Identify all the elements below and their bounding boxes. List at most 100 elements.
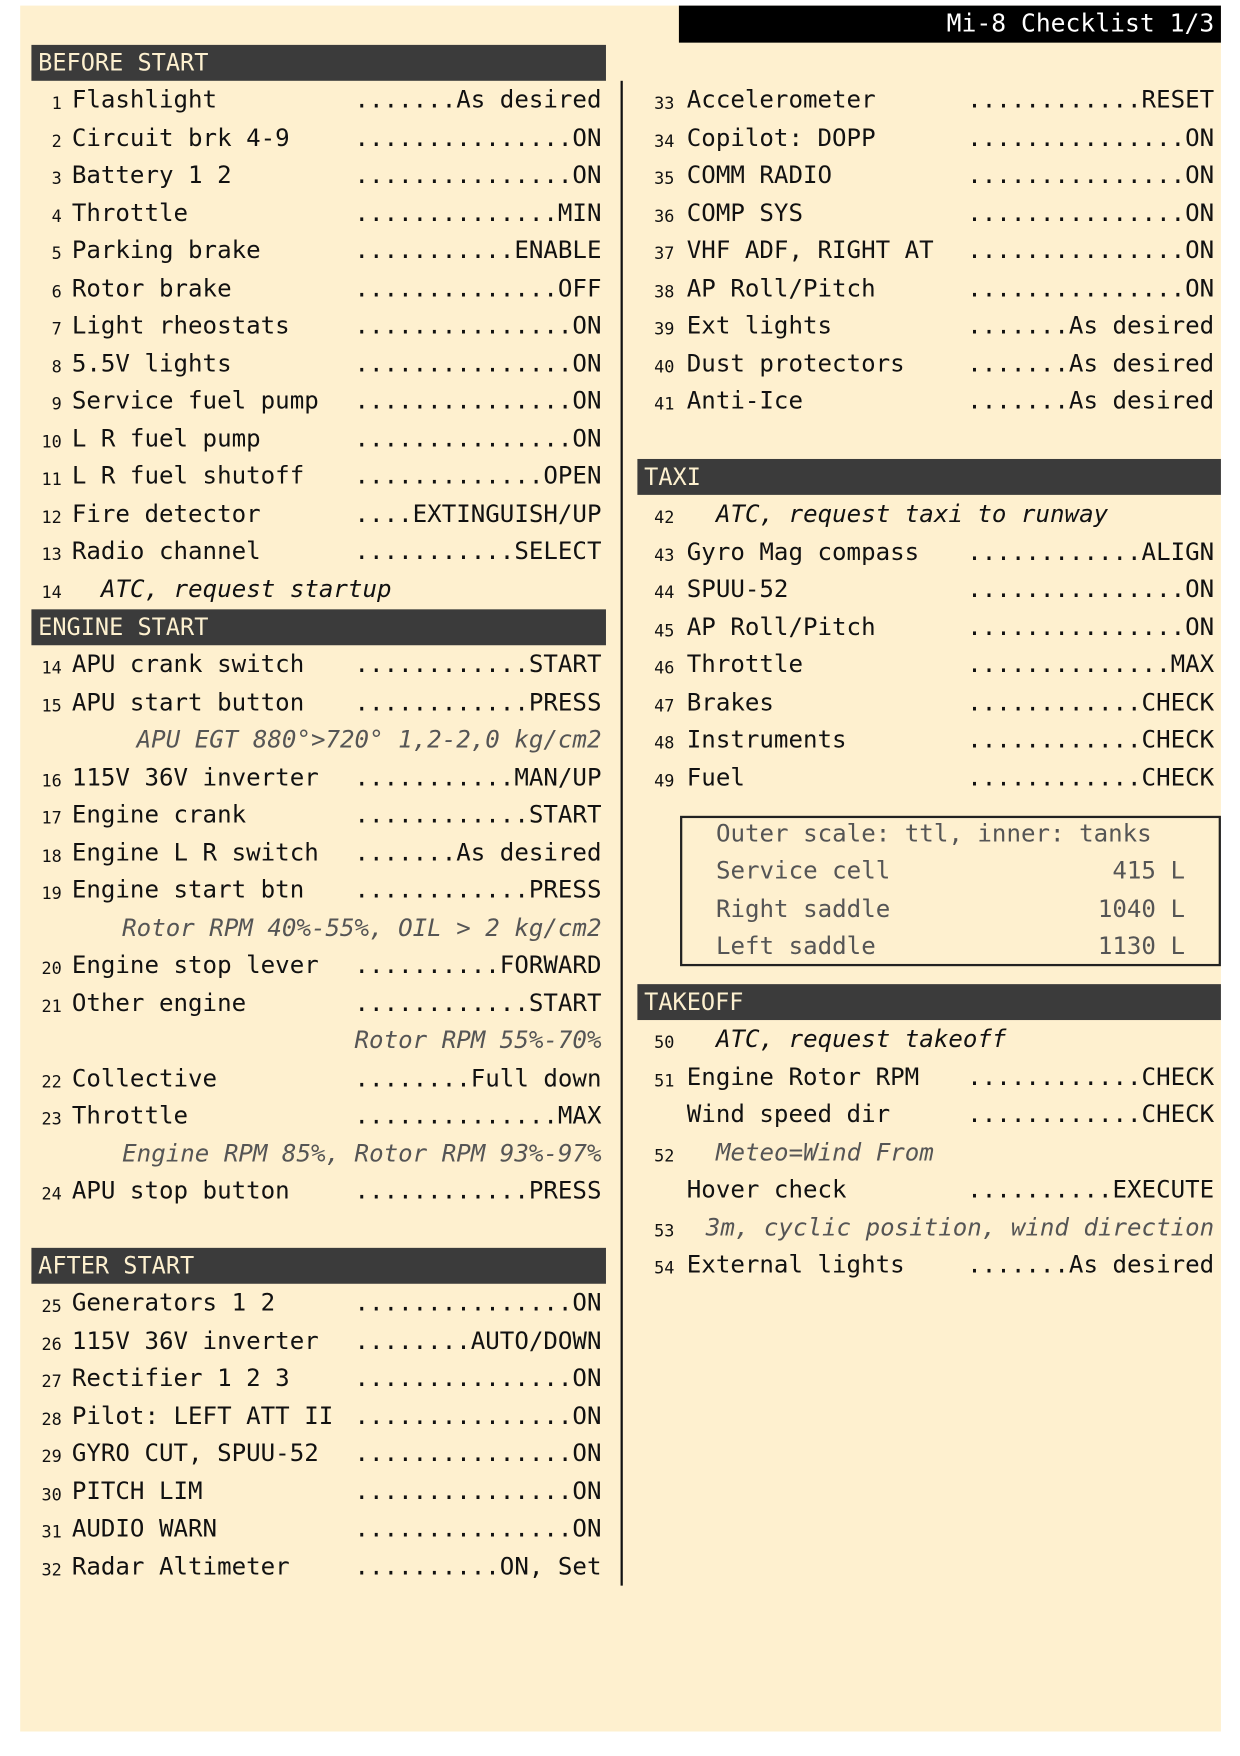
step-label: APU stop button [71,1177,290,1206]
step-number: 11 [41,469,62,490]
step-number: 13 [41,544,62,565]
step-value: .......As desired [354,86,602,115]
step-number: 45 [654,619,675,641]
step-value: ............CHECK [967,1100,1215,1129]
step-value: .......As desired [967,311,1215,341]
step-label: Engine start btn [71,876,305,905]
step-number: 30 [41,1484,62,1505]
page-title: Mi-8 Checklist 1/3 [946,10,1215,39]
step-number: 53 [654,1220,675,1241]
step-value: ............PRESS [354,1177,602,1206]
step-number: 49 [654,770,675,791]
step-number: 26 [41,1333,62,1354]
step-note: Meteo=Wind From [715,1138,934,1167]
step-number: 37 [654,243,675,264]
step-label: Brakes [686,688,774,717]
step-number: 16 [41,770,62,791]
step-value: ..........EXECUTE [967,1176,1215,1205]
step-label: Throttle [686,650,803,679]
step-value: ........Full down [354,1064,602,1093]
step-value: ...............ON [354,161,602,190]
step-number: 7 [51,318,62,339]
step-number: 38 [654,281,675,302]
step-value: ..............OFF [354,274,602,303]
step-number: 50 [654,1032,675,1053]
step-value: ........AUTO/DOWN [354,1326,602,1356]
step-label: Anti-Ice [686,387,803,416]
step-number: 51 [654,1069,675,1091]
section-header: TAXI [637,458,1221,495]
step-value: ...............ON [354,387,602,416]
step-number: 47 [654,695,675,716]
step-number: 46 [654,657,675,678]
step-number: 17 [41,807,62,829]
step-value: ...............ON [354,349,602,378]
step-value: ...............ON [354,424,602,453]
step-number: 40 [654,356,675,377]
step-value: ...............ON [967,236,1215,265]
step-number: 10 [41,431,62,452]
box-label: Left saddle [715,932,876,961]
step-label: Engine crank [71,801,247,830]
step-label: APU crank switch [71,650,305,679]
step-number: 52 [654,1145,675,1166]
section-header: TAKEOFF [637,984,1221,1021]
step-number: 12 [41,506,62,527]
step-label: SPUU-52 [686,575,789,604]
step-value: ..............MIN [354,199,602,228]
step-number: 14 [41,657,62,678]
section-header: BEFORE START [31,44,606,81]
step-value: ...............ON [354,1439,602,1468]
step-number: 41 [654,393,675,415]
step-label: 115V 36V inverter [71,1326,319,1356]
step-number: 28 [41,1408,62,1430]
step-note: Engine RPM 85%, Rotor RPM 93%-97% [122,1139,602,1168]
step-value: ...........MAN/UP [354,763,602,792]
step-value: ............START [354,989,602,1018]
step-label: Dust protectors [686,349,905,378]
step-label: AP Roll/Pitch [686,274,876,303]
step-value: .......As desired [967,349,1215,378]
step-value: ............ALIGN [967,538,1215,567]
step-note: APU EGT 880°>720° 1,2-2,0 kg/cm2 [136,726,602,755]
step-number: 35 [654,168,675,189]
step-number: 44 [654,582,675,603]
step-number: 2 [51,130,62,151]
step-label: Instruments [686,726,847,755]
box-caption: Outer scale: ttl, inner: tanks [715,819,1152,848]
step-number: 29 [41,1446,62,1467]
step-note: ATC, request taxi to runway [715,500,1109,529]
step-label: Rotor brake [71,274,232,303]
step-value: ...............ON [354,1289,602,1318]
title-bar [678,5,1221,43]
step-value: ..........ON, Set [354,1552,602,1581]
step-number: 54 [654,1257,675,1279]
step-number: 1 [51,93,62,114]
step-label: L R fuel shutoff [71,462,305,491]
step-note: ATC, request takeoff [715,1025,1007,1054]
step-label: PITCH LIM [71,1477,203,1506]
step-label: Fuel [686,763,745,792]
step-value: .......As desired [967,387,1215,416]
step-label: Fire detector [71,499,261,528]
step-value: ...............ON [967,199,1215,228]
step-label: Throttle [71,1101,189,1131]
step-label: Radio channel [71,537,261,566]
column-divider [620,80,623,1586]
step-value: ...............ON [967,161,1215,190]
box-value: 1130 L [1097,932,1186,961]
step-label: Engine Rotor RPM [686,1063,920,1092]
step-value: ..............MAX [967,650,1215,679]
step-label: Wind speed dir [686,1100,891,1129]
step-label: Engine stop lever [71,951,319,980]
step-number: 22 [41,1071,62,1092]
step-number: 21 [41,995,62,1017]
step-number: 6 [51,281,62,302]
step-number: 3 [51,168,62,189]
paper [20,5,1221,1732]
step-number: 32 [41,1559,62,1580]
step-number: 43 [654,544,675,566]
step-value: ...............ON [967,274,1215,303]
step-label: 115V 36V inverter [71,763,319,792]
